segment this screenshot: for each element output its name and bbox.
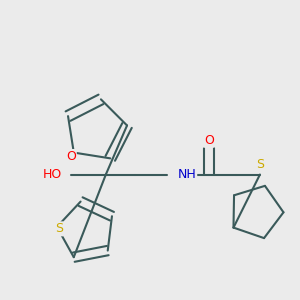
Text: NH: NH xyxy=(178,168,196,181)
Text: S: S xyxy=(256,158,264,171)
Text: O: O xyxy=(66,150,76,163)
Text: O: O xyxy=(204,134,214,147)
Text: S: S xyxy=(55,222,63,236)
Text: HO: HO xyxy=(42,168,62,181)
